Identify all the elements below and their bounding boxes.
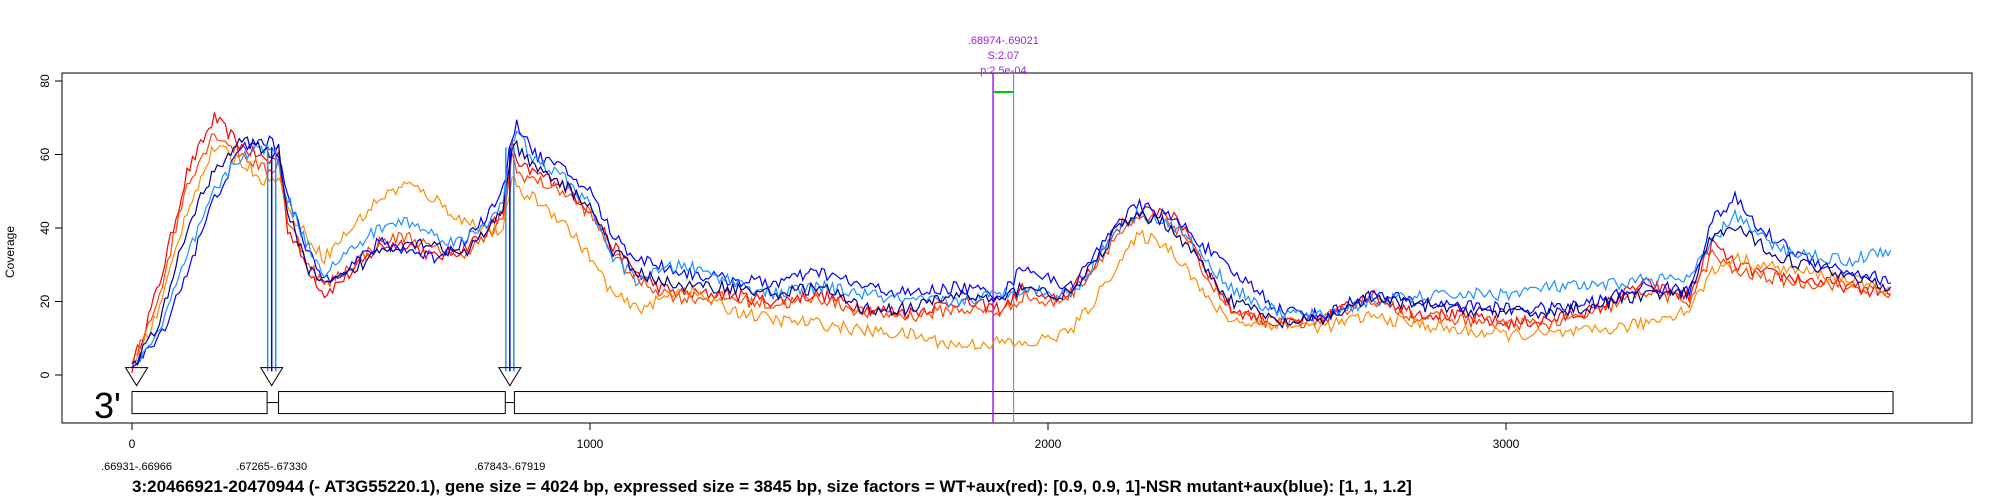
sig-region-label: S:2.07 xyxy=(987,50,1019,62)
exon-box xyxy=(513,391,1894,415)
x-tick-label: 2000 xyxy=(1035,437,1062,451)
coverage-line-mutantaux-6 xyxy=(131,136,1892,367)
y-tick-label: 80 xyxy=(38,74,52,88)
sig-region-label: p:2.5e-04 xyxy=(980,65,1026,77)
plot-frame xyxy=(61,72,1973,424)
y-tick-label: 0 xyxy=(38,371,52,378)
x-tick-label: 3000 xyxy=(1493,437,1520,451)
y-axis-label: Coverage xyxy=(3,226,17,278)
x-tick-label: 0 xyxy=(129,437,136,451)
junction-marker xyxy=(259,367,284,387)
sig-region-label: .68974-.69021 xyxy=(968,35,1039,47)
coverage-line-wtaux-3 xyxy=(131,144,1892,365)
junction-label: .66931-.66966 xyxy=(101,461,172,473)
coverage-line-wtaux-2 xyxy=(131,133,1892,365)
junction-marker xyxy=(124,367,149,387)
y-tick-label: 60 xyxy=(38,148,52,162)
y-tick-label: 20 xyxy=(38,295,52,309)
exon-box xyxy=(131,391,268,415)
junction-label: .67265-.67330 xyxy=(236,461,307,473)
junction-label: .67843-.67919 xyxy=(474,461,545,473)
x-tick-label: 1000 xyxy=(577,437,604,451)
exon-box xyxy=(278,391,506,415)
strand-label: 3' xyxy=(94,385,121,426)
junction-marker xyxy=(497,367,522,387)
y-tick-label: 40 xyxy=(38,221,52,235)
coverage-line-mutantaux-5 xyxy=(131,130,1892,364)
chart-caption: 3:20466921-20470944 (- AT3G55220.1), gen… xyxy=(132,477,1412,496)
